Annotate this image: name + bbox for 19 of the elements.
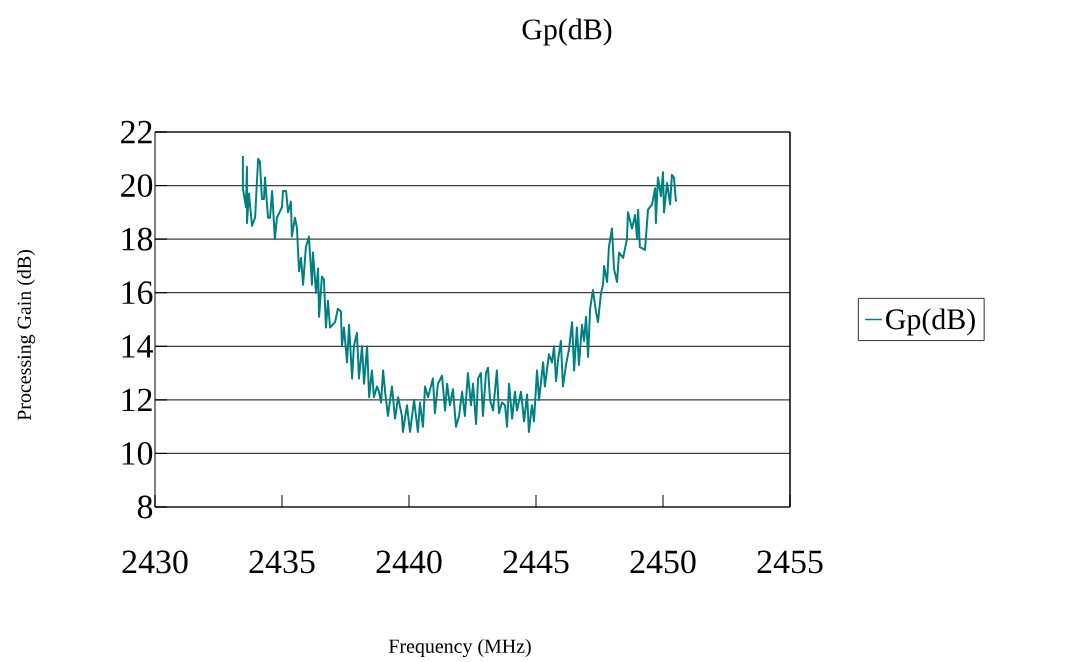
x-tick-label: 2455 — [757, 550, 823, 574]
x-tick-label: 2440 — [376, 550, 442, 574]
y-tick-label: 18 — [122, 227, 153, 251]
y-tick-label: 12 — [122, 388, 152, 412]
x-tick-label: 2450 — [630, 550, 696, 574]
y-tick-label: 8 — [137, 495, 153, 519]
y-tick-label: 14 — [122, 335, 153, 358]
legend-label: Gp(dB) — [886, 308, 975, 336]
y-tick-label: 20 — [121, 174, 153, 197]
x-tick-label: 2445 — [503, 550, 569, 574]
chart-title: Gp(dB) — [522, 18, 612, 46]
x-tick-label: 2430 — [122, 550, 188, 574]
y-tick-label: 16 — [122, 281, 153, 305]
y-axis-title: Processing Gain (dB) — [16, 250, 36, 421]
y-tick-label: 10 — [122, 441, 153, 465]
y-tick-label: 22 — [121, 120, 152, 144]
x-tick-label: 2435 — [249, 550, 315, 574]
x-axis-title: Frequency (MHz) — [388, 638, 531, 658]
line-series — [241, 155, 677, 433]
